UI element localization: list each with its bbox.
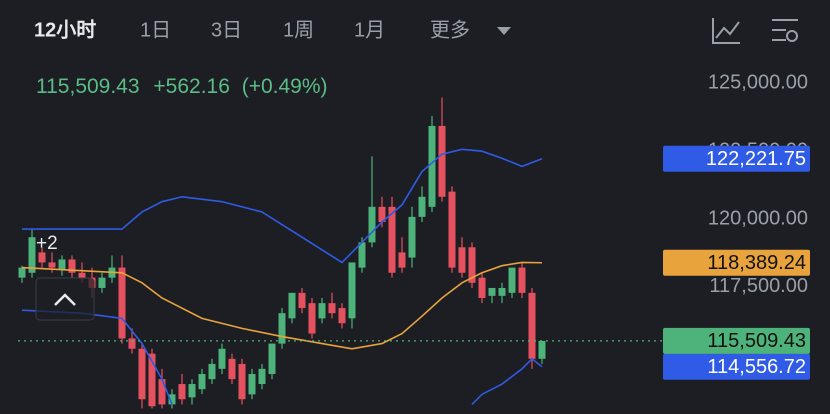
candle-body xyxy=(488,287,496,296)
candle-body xyxy=(328,303,336,314)
candle-body xyxy=(508,267,516,293)
candle-body xyxy=(348,262,356,319)
candle-body xyxy=(208,363,216,380)
candle-body xyxy=(118,267,126,339)
candle-body xyxy=(198,373,206,390)
candle-body xyxy=(128,338,136,349)
price-header: 115,509.43 +562.16 (+0.49%) xyxy=(36,75,328,98)
candle-body xyxy=(288,292,296,319)
candle-body xyxy=(308,303,316,334)
tab[interactable]: 3日 xyxy=(211,19,242,41)
candle-body xyxy=(148,353,156,407)
candle-body xyxy=(258,368,266,385)
candle-body xyxy=(38,252,46,263)
candle-body xyxy=(18,267,26,278)
candle-body xyxy=(178,384,186,400)
overlay-count[interactable]: +2 xyxy=(36,233,58,254)
tab[interactable]: 更多 xyxy=(430,18,470,41)
candle-body xyxy=(48,262,56,268)
price-badges: 122,221.75 118,389.24 114,556.72 115,509.43 xyxy=(663,145,810,380)
candle-body xyxy=(528,292,536,359)
tab-bar: 12小时 1日 3日 1周 1月 更多 xyxy=(34,18,798,44)
price-badge-label: 122,221.75 xyxy=(706,148,806,170)
price-badge xyxy=(663,145,810,172)
candle-body xyxy=(498,287,506,296)
candle-body xyxy=(168,394,176,405)
candle-body xyxy=(478,277,486,299)
candle-body xyxy=(428,125,436,207)
price-badge xyxy=(663,327,810,354)
candle-body xyxy=(518,267,526,293)
candle-body xyxy=(468,247,476,283)
candle-body xyxy=(68,259,76,273)
price-badge xyxy=(663,249,810,276)
band-line xyxy=(22,148,543,264)
candle-body xyxy=(318,303,326,319)
candle-body xyxy=(248,373,256,395)
overlay-controls: +2 xyxy=(35,233,95,321)
candle-body xyxy=(388,206,396,273)
candle-body xyxy=(368,206,376,243)
last-price: 115,509.43 xyxy=(36,75,140,98)
candle-body xyxy=(408,216,416,258)
candle-body xyxy=(98,277,106,288)
band-line xyxy=(21,261,543,350)
chevron-up xyxy=(54,293,76,306)
change-percent: (+0.49%) xyxy=(242,75,328,98)
tab[interactable]: 1周 xyxy=(283,19,314,41)
price-badge-label: 114,556.72 xyxy=(707,356,806,378)
tab[interactable]: 1日 xyxy=(140,19,171,41)
candle-body xyxy=(398,252,406,268)
candle-body xyxy=(538,340,546,359)
candle-body xyxy=(228,358,236,380)
y-tick-label: 117,500.00 xyxy=(709,275,808,297)
y-tick-label: 120,000.00 xyxy=(708,207,808,229)
plot-area xyxy=(18,97,662,409)
candle-body xyxy=(358,242,366,268)
candle-body xyxy=(298,292,306,309)
candle-body xyxy=(448,191,456,268)
candle-body xyxy=(58,259,66,270)
candle-body xyxy=(338,308,346,324)
price-badge-label: 115,509.43 xyxy=(707,330,806,352)
tab[interactable]: 1月 xyxy=(354,19,385,41)
candle-body xyxy=(268,343,276,374)
price-badge xyxy=(663,353,810,380)
tab[interactable]: 12小时 xyxy=(34,18,96,41)
indicator-icon[interactable] xyxy=(712,18,740,44)
price-badge-label: 118,389.24 xyxy=(707,252,806,274)
candle-body xyxy=(158,379,166,405)
candle-body xyxy=(78,272,86,278)
dropdown-arrow[interactable] xyxy=(497,27,511,35)
candle-body xyxy=(458,247,466,273)
candle-body xyxy=(138,348,146,400)
candle-body xyxy=(278,313,286,344)
y-tick-label: 125,000.00 xyxy=(708,72,808,94)
candle-body xyxy=(418,196,426,217)
candle-body xyxy=(218,348,226,369)
candle-body xyxy=(28,237,36,273)
candle-body xyxy=(238,363,246,400)
candle-body xyxy=(438,125,446,197)
candle-body xyxy=(378,206,386,223)
change: +562.16 xyxy=(153,75,230,98)
collapse-button[interactable] xyxy=(35,277,95,321)
candle-body xyxy=(188,384,196,398)
settings-icon[interactable] xyxy=(772,19,798,42)
band-line xyxy=(471,357,543,405)
